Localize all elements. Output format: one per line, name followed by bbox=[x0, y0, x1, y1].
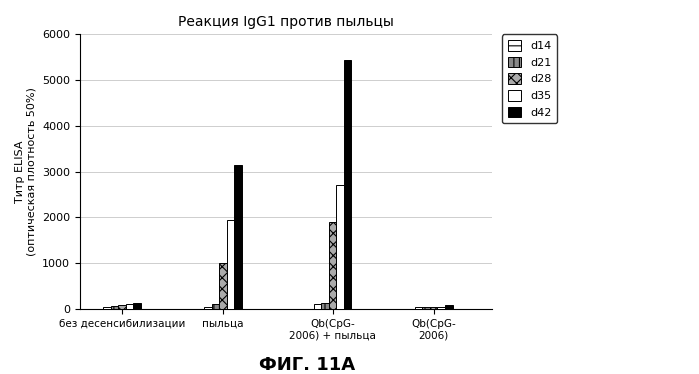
Bar bbox=[321, 303, 329, 309]
Text: ФИГ. 11А: ФИГ. 11А bbox=[259, 356, 356, 374]
Bar bbox=[204, 307, 212, 309]
Bar bbox=[103, 307, 110, 309]
Legend: d14, d21, d28, d35, d42: d14, d21, d28, d35, d42 bbox=[502, 34, 557, 123]
Bar bbox=[234, 165, 242, 309]
Bar bbox=[219, 263, 227, 309]
Bar bbox=[227, 220, 234, 309]
Bar bbox=[329, 222, 336, 309]
Bar bbox=[118, 305, 126, 309]
Bar bbox=[212, 304, 219, 309]
Bar bbox=[430, 307, 438, 309]
Bar bbox=[314, 304, 321, 309]
Bar bbox=[344, 59, 352, 309]
Bar bbox=[336, 186, 344, 309]
Bar bbox=[110, 306, 118, 309]
Bar bbox=[422, 307, 430, 309]
Bar bbox=[126, 304, 134, 309]
Bar bbox=[415, 307, 422, 309]
Bar bbox=[438, 307, 445, 309]
Title: Реакция IgG1 против пыльцы: Реакция IgG1 против пыльцы bbox=[178, 15, 394, 29]
Bar bbox=[445, 305, 452, 309]
Bar bbox=[134, 303, 141, 309]
Y-axis label: Титр ELISA
(оптическая плотность 50%): Титр ELISA (оптическая плотность 50%) bbox=[15, 87, 36, 256]
